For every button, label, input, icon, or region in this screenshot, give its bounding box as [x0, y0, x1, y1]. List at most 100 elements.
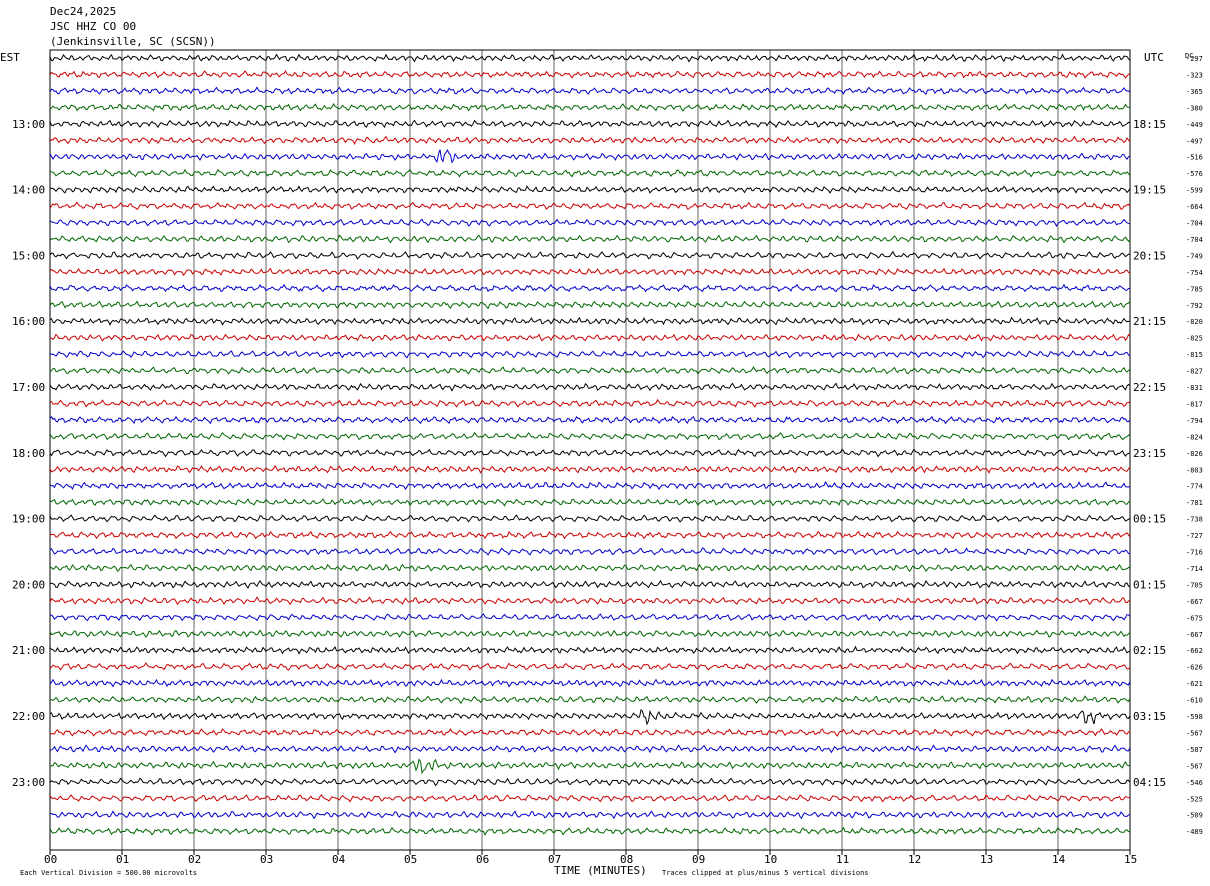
dc-offset-label: -827 [1186, 368, 1203, 376]
x-tick-label: 10 [764, 853, 777, 866]
dc-offset-label: -509 [1186, 812, 1203, 820]
x-tick-label: 09 [692, 853, 705, 866]
seismic-trace [49, 382, 1131, 392]
clip-note: Traces clipped at plus/minus 5 vertical … [662, 869, 869, 877]
plot-date: Dec24,2025 [50, 5, 117, 18]
seismic-trace [49, 102, 1131, 112]
dc-offset-label: -714 [1186, 565, 1203, 573]
dc-column-label: DC [1185, 52, 1193, 60]
x-tick-label: 03 [260, 853, 273, 866]
dc-offset-label: -716 [1186, 549, 1203, 557]
dc-offset-label: -599 [1186, 187, 1203, 195]
seismic-trace [49, 563, 1131, 573]
dc-offset-label: -794 [1186, 417, 1203, 425]
dc-offset-label: -704 [1186, 220, 1203, 228]
x-tick-label: 11 [836, 853, 849, 866]
utc-hour-label: 21:15 [1133, 315, 1166, 328]
seismic-trace [49, 70, 1131, 79]
seismic-trace [49, 218, 1131, 228]
dc-offset-label: -610 [1186, 697, 1203, 705]
dc-offset-label: -831 [1186, 384, 1203, 392]
dc-offset-label: -754 [1186, 269, 1203, 277]
est-hour-label: 22:00 [12, 710, 45, 723]
dc-offset-label: -587 [1186, 746, 1203, 754]
dc-offset-label: -626 [1186, 664, 1203, 672]
dc-offset-label: -824 [1186, 433, 1203, 441]
dc-offset-label: -497 [1186, 137, 1203, 145]
x-tick-label: 14 [1052, 853, 1066, 866]
seismic-trace [49, 645, 1131, 655]
dc-offset-label: -749 [1186, 252, 1203, 260]
dc-offset-label: -567 [1186, 762, 1203, 770]
est-hour-label: 13:00 [12, 118, 45, 131]
seismic-trace [49, 148, 1131, 164]
dc-offset-label: -667 [1186, 598, 1203, 606]
seismic-trace [49, 267, 1131, 277]
est-hour-label: 17:00 [12, 381, 45, 394]
dc-offset-label: -598 [1186, 713, 1203, 721]
dc-offset-label: -738 [1186, 516, 1203, 524]
utc-axis-label: UTC [1144, 51, 1164, 64]
seismic-trace [49, 398, 1131, 408]
seismic-trace [49, 744, 1131, 754]
seismic-trace [49, 431, 1131, 441]
seismic-trace [49, 185, 1131, 194]
dc-offset-label: -705 [1186, 581, 1203, 589]
dc-offset-label: -826 [1186, 450, 1203, 458]
x-axis-title: TIME (MINUTES) [554, 864, 647, 877]
dc-offset-label: -675 [1186, 614, 1203, 622]
seismic-trace [49, 794, 1131, 803]
utc-hour-label: 19:15 [1133, 184, 1166, 197]
dc-offset-label: -380 [1186, 104, 1203, 112]
x-tick-label: 07 [548, 853, 561, 866]
est-hour-label: 23:00 [12, 776, 45, 789]
seismic-trace [49, 168, 1131, 178]
seismic-trace [49, 810, 1131, 820]
x-tick-label: 02 [188, 853, 201, 866]
seismic-trace [49, 135, 1131, 145]
dc-offset-label: -785 [1186, 285, 1203, 293]
dc-offset-label: -825 [1186, 335, 1203, 343]
seismic-trace [49, 695, 1131, 705]
seismic-trace [49, 201, 1131, 210]
est-hour-label: 14:00 [12, 184, 45, 197]
dc-offset-label: -781 [1186, 499, 1203, 507]
dc-offset-label: -667 [1186, 631, 1203, 639]
seismic-trace [49, 53, 1131, 63]
seismic-trace [49, 777, 1131, 787]
seismic-trace [49, 662, 1131, 671]
station-location: (Jenkinsville, SC (SCSN)) [50, 35, 216, 48]
dc-offset-label: -449 [1186, 121, 1203, 129]
est-hour-label: 16:00 [12, 315, 45, 328]
est-hour-label: 18:00 [12, 447, 45, 460]
dc-offset-label: -525 [1186, 795, 1203, 803]
station-code: JSC HHZ CO 00 [50, 20, 137, 33]
dc-offset-label: -774 [1186, 483, 1203, 491]
x-tick-label: 08 [620, 853, 633, 866]
est-hour-label: 20:00 [12, 578, 45, 591]
seismic-trace [49, 86, 1131, 96]
dc-offset-label: -704 [1186, 236, 1203, 244]
seismic-trace [49, 480, 1131, 491]
dc-offset-label: -727 [1186, 532, 1203, 540]
seismic-trace [49, 366, 1131, 375]
dc-offset-label: -323 [1186, 71, 1203, 79]
x-tick-label: 00 [44, 853, 57, 866]
dc-offset-label: -567 [1186, 729, 1203, 737]
utc-hour-label: 03:15 [1133, 710, 1166, 723]
dc-offset-label: -792 [1186, 302, 1203, 310]
plot-header: Dec24,2025 JSC HHZ CO 00 (Jenkinsville, … [50, 4, 216, 49]
dc-offset-label: -489 [1186, 828, 1203, 836]
seismic-trace [49, 530, 1131, 540]
seismic-trace [49, 250, 1131, 260]
seismic-trace [49, 728, 1131, 737]
x-tick-label: 01 [116, 853, 129, 866]
utc-hour-label: 04:15 [1133, 776, 1166, 789]
seismic-trace [49, 826, 1131, 836]
seismic-trace [49, 464, 1131, 474]
x-tick-label: 15 [1124, 853, 1137, 866]
dc-offset-label: -662 [1186, 647, 1203, 655]
utc-hour-label: 20:15 [1133, 249, 1166, 262]
seismic-trace [49, 547, 1131, 556]
seismic-trace [49, 350, 1131, 359]
